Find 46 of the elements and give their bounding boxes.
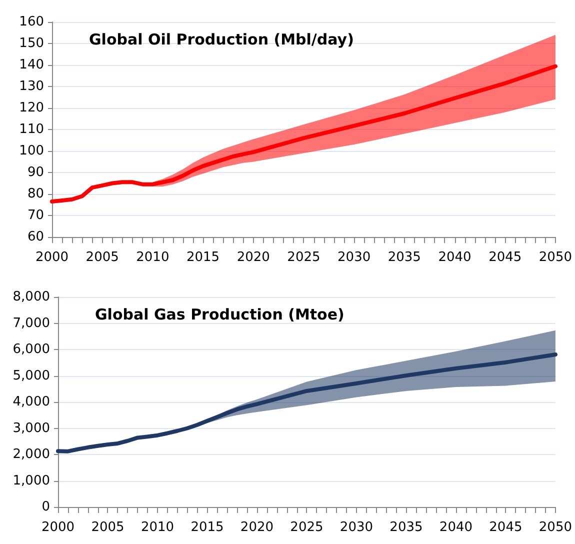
line-series [50, 64, 558, 204]
x-tick-label: 2010 [140, 520, 174, 535]
y-tick-label: 140 [19, 58, 44, 72]
text: Global Gas Production (Mtoe) [95, 306, 344, 324]
text: Global Oil Production (Mbl/day) [89, 30, 354, 48]
y-tick-label: 5,000 [12, 368, 50, 384]
y-tick-label: 60 [27, 230, 44, 244]
x-tick-label: 2005 [86, 250, 119, 265]
y-tick-label: 130 [19, 79, 44, 94]
x-tick-label: 2015 [190, 520, 224, 535]
y-tick-label: 8,000 [12, 290, 50, 304]
x-tick-label: 2050 [538, 250, 572, 265]
x-tick-label: 2035 [390, 520, 423, 535]
y-tick-label: 100 [19, 144, 44, 158]
x-tick-label: 2015 [186, 250, 220, 265]
y-tick-label: 80 [27, 186, 44, 202]
x-tick-label: 2010 [136, 250, 170, 265]
y-tick-label: 3,000 [12, 420, 50, 436]
y-tick-label: 110 [19, 122, 44, 137]
y-tick-label: 7,000 [12, 316, 50, 331]
x-tick-label: 2040 [438, 250, 472, 265]
y-tick-label: 160 [19, 14, 44, 30]
x-tick-label: 2030 [338, 250, 371, 265]
y-tick-label: 2,000 [12, 447, 50, 462]
x-tick-label: 2040 [439, 520, 473, 535]
x-tick-label: 2045 [488, 250, 522, 265]
y-tick-label: 90 [27, 165, 44, 180]
y-tick-label: 0 [42, 500, 50, 514]
y-tick-label: 70 [27, 208, 44, 223]
x-tick-label: 2030 [340, 520, 374, 535]
x-tick-label: 2045 [489, 520, 522, 535]
x-tick-label: 2000 [41, 520, 75, 535]
x-tick-label: 2000 [35, 250, 69, 265]
x-tick-label: 2005 [91, 520, 124, 535]
x-tick-label: 2025 [290, 520, 324, 535]
x-tick-label: 2025 [287, 250, 320, 265]
x-tick-label: 2050 [538, 520, 572, 535]
x-tick-label: 2020 [236, 250, 270, 265]
y-tick-label: 4,000 [12, 394, 50, 410]
y-tick-label: 1,000 [12, 473, 50, 488]
x-tick-label: 2035 [388, 250, 421, 265]
y-tick-label: 150 [19, 36, 44, 51]
x-tick-label: 2020 [240, 520, 274, 535]
y-tick-label: 120 [19, 100, 44, 116]
line-series [56, 352, 558, 454]
y-tick-label: 6,000 [12, 342, 50, 357]
